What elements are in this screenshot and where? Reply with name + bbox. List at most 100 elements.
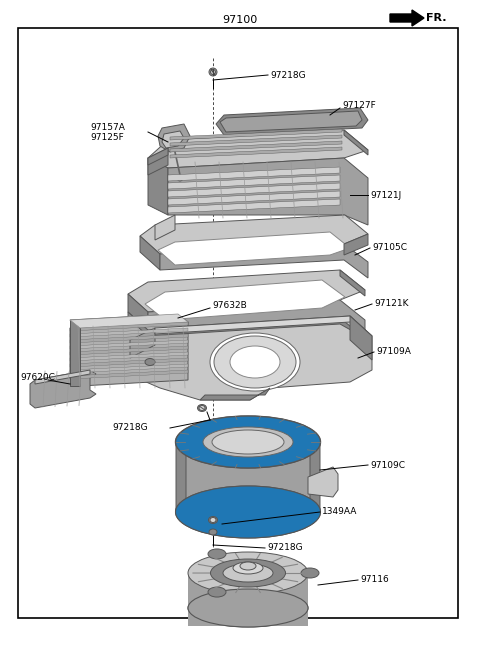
Polygon shape — [168, 199, 340, 213]
Polygon shape — [70, 320, 80, 386]
Polygon shape — [140, 236, 160, 270]
Ellipse shape — [188, 552, 308, 594]
Ellipse shape — [176, 416, 321, 468]
Polygon shape — [70, 364, 188, 373]
Ellipse shape — [176, 486, 321, 538]
Polygon shape — [70, 340, 188, 349]
Polygon shape — [155, 316, 372, 336]
Polygon shape — [168, 175, 340, 189]
Polygon shape — [170, 135, 342, 146]
Text: 1349AA: 1349AA — [322, 508, 358, 516]
Polygon shape — [148, 300, 365, 338]
Polygon shape — [70, 352, 188, 361]
Polygon shape — [160, 244, 368, 278]
Text: 97121J: 97121J — [370, 190, 401, 199]
Ellipse shape — [212, 430, 284, 454]
Text: 97218G: 97218G — [112, 424, 148, 432]
Polygon shape — [148, 148, 168, 165]
Text: 97116: 97116 — [360, 575, 389, 584]
Ellipse shape — [199, 405, 205, 411]
Ellipse shape — [145, 358, 155, 365]
Ellipse shape — [197, 405, 206, 411]
Polygon shape — [128, 294, 148, 330]
Polygon shape — [70, 314, 188, 328]
Polygon shape — [168, 167, 340, 181]
Ellipse shape — [208, 516, 217, 523]
Polygon shape — [70, 358, 188, 367]
Ellipse shape — [209, 529, 217, 535]
Bar — [18, 28, 458, 618]
Ellipse shape — [230, 346, 280, 378]
Text: 97632B: 97632B — [212, 302, 247, 310]
Polygon shape — [170, 147, 342, 158]
Polygon shape — [344, 234, 368, 255]
Polygon shape — [344, 130, 368, 155]
Polygon shape — [35, 370, 90, 384]
Polygon shape — [128, 270, 365, 312]
Text: 97218G: 97218G — [267, 544, 302, 552]
Polygon shape — [170, 129, 342, 140]
Text: 97100: 97100 — [222, 15, 258, 25]
Text: 97125F: 97125F — [90, 134, 124, 142]
Polygon shape — [176, 442, 320, 512]
Polygon shape — [310, 442, 320, 516]
Polygon shape — [188, 573, 308, 626]
Text: 97121K: 97121K — [374, 300, 408, 308]
Polygon shape — [170, 141, 342, 152]
Text: 97109C: 97109C — [370, 461, 405, 470]
Polygon shape — [130, 328, 155, 358]
Ellipse shape — [214, 336, 296, 388]
Polygon shape — [148, 130, 368, 168]
Polygon shape — [216, 108, 368, 135]
Text: 97109A: 97109A — [376, 348, 411, 356]
Polygon shape — [145, 280, 345, 320]
Polygon shape — [140, 215, 368, 254]
Polygon shape — [350, 316, 372, 360]
Polygon shape — [30, 370, 96, 408]
Ellipse shape — [233, 562, 263, 574]
Polygon shape — [128, 312, 365, 338]
Ellipse shape — [177, 175, 183, 181]
Ellipse shape — [189, 422, 307, 462]
Ellipse shape — [208, 549, 226, 559]
Ellipse shape — [176, 416, 321, 468]
Ellipse shape — [176, 486, 321, 538]
Ellipse shape — [301, 568, 319, 578]
Ellipse shape — [211, 559, 286, 587]
Ellipse shape — [210, 518, 216, 522]
Ellipse shape — [209, 68, 217, 76]
Polygon shape — [70, 346, 188, 355]
Polygon shape — [70, 322, 188, 386]
Polygon shape — [155, 215, 175, 240]
Text: 97620C: 97620C — [20, 373, 55, 382]
Text: 97157A: 97157A — [90, 123, 125, 133]
Ellipse shape — [208, 587, 226, 597]
Ellipse shape — [211, 70, 216, 75]
Polygon shape — [70, 322, 188, 331]
Polygon shape — [308, 467, 338, 497]
Polygon shape — [176, 442, 186, 516]
Polygon shape — [168, 158, 368, 225]
Polygon shape — [70, 314, 188, 328]
Polygon shape — [340, 270, 365, 296]
Ellipse shape — [188, 589, 308, 627]
Polygon shape — [158, 232, 350, 265]
Polygon shape — [390, 10, 424, 26]
Polygon shape — [148, 148, 168, 175]
Polygon shape — [162, 131, 184, 148]
Text: 97218G: 97218G — [270, 70, 306, 79]
Polygon shape — [200, 388, 270, 400]
Polygon shape — [130, 316, 372, 400]
Ellipse shape — [210, 333, 300, 391]
Polygon shape — [148, 158, 168, 215]
Polygon shape — [70, 328, 188, 337]
Text: 97105C: 97105C — [372, 243, 407, 253]
Polygon shape — [158, 124, 190, 152]
Ellipse shape — [240, 562, 256, 570]
Ellipse shape — [223, 564, 273, 582]
Ellipse shape — [188, 589, 308, 627]
Polygon shape — [168, 191, 340, 205]
Polygon shape — [70, 334, 188, 343]
Text: 97127F: 97127F — [342, 102, 376, 110]
Polygon shape — [70, 370, 188, 379]
